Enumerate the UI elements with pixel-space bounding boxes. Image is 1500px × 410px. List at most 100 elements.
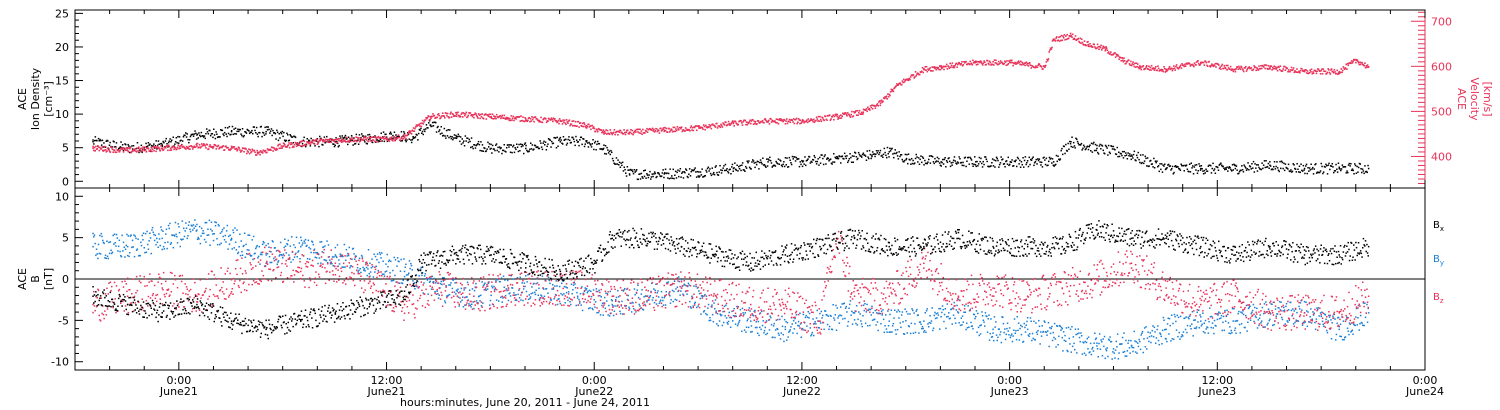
ion-density-sample [489,148,491,150]
by-sample [191,225,193,227]
by-sample [561,294,564,296]
ion-density-sample [939,164,942,167]
by-sample [624,288,626,290]
by-sample [711,304,713,306]
velocity-sample [809,119,812,122]
by-sample [979,333,982,335]
ion-density-sample [351,139,354,142]
velocity-sample [412,127,415,129]
ion-density-sample [445,129,448,132]
ion-density-sample [836,155,838,158]
ion-density-sample [853,155,855,157]
ion-density-sample [583,138,585,140]
ion-density-sample [294,136,297,139]
velocity-sample [1125,62,1127,65]
velocity-tick-label: 500 [1431,105,1452,118]
velocity-sample [446,114,448,117]
by-sample [894,309,896,311]
velocity-sample [894,86,896,89]
velocity-sample [1174,69,1176,71]
velocity-sample [1128,59,1130,61]
ion-density-sample [834,156,836,159]
ion-density-sample [609,153,611,156]
by-sample [412,280,414,282]
ion-density-sample [706,167,709,170]
ion-density-sample [696,170,699,173]
by-sample [307,239,310,242]
velocity-sample [466,116,469,118]
by-sample [927,323,929,325]
velocity-sample [703,125,706,128]
velocity-sample [1060,34,1063,37]
ion-density-sample [1040,164,1042,166]
ion-density-sample [773,164,775,167]
ion-density-sample [776,162,779,165]
ion-density-sample [1115,153,1118,156]
velocity-sample [481,113,483,115]
velocity-sample [1321,73,1324,75]
velocity-sample [171,146,173,149]
velocity-sample [174,146,176,149]
by-sample [515,294,517,296]
velocity-sample [1008,61,1011,64]
ion-density-sample [945,160,948,162]
velocity-sample [1030,67,1032,69]
by-sample [770,323,773,326]
by-sample [533,282,535,285]
velocity-sample [639,132,642,134]
ion-density-sample [430,125,432,128]
by-sample [661,296,663,299]
by-sample [309,258,311,260]
ion-density-sample [1011,159,1013,161]
velocity-sample [1199,63,1201,66]
ion-density-sample [188,139,191,141]
by-sample [621,300,623,303]
ion-density-sample [1133,150,1136,153]
by-sample [913,312,915,314]
velocity-sample [811,119,814,121]
by-sample [828,325,831,328]
ion-density-sample [1158,170,1160,173]
velocity-sample [115,146,117,149]
ion-density-sample [122,149,125,152]
velocity-sample [976,60,978,63]
by-sample [116,237,118,239]
ion-density-sample [388,138,390,140]
velocity-sample [1241,68,1244,70]
ion-density-sample [172,136,174,138]
velocity-sample [714,126,717,128]
by-sample [482,284,485,287]
velocity-sample [779,119,782,122]
ion-density-sample [1203,169,1206,172]
ion-density-sample [1188,163,1191,165]
ion-density-sample [763,164,766,166]
by-sample [570,283,573,286]
ion-density-sample [778,163,780,165]
velocity-sample [1006,60,1008,62]
velocity-sample [995,62,998,65]
ion-density-sample [514,147,516,149]
ion-density-sample [664,168,667,170]
ion-density-sample [1030,159,1033,161]
velocity-sample [1182,64,1185,66]
ion-density-sample [1255,167,1257,169]
ion-density-sample [434,121,436,123]
velocity-sample [782,120,785,123]
ion-density-sample [639,178,642,180]
by-sample [701,295,703,297]
velocity-sample [1292,67,1295,69]
velocity-sample [1260,65,1262,67]
by-point [196,229,198,231]
velocity-sample [1221,63,1224,66]
bottom-panel-data [75,219,1425,360]
by-sample [390,260,392,263]
by-sample [756,332,759,334]
velocity-sample [1332,72,1335,74]
ion-density-sample [907,153,910,155]
velocity-sample [1071,36,1073,38]
velocity-point [230,147,233,149]
ion-density-sample [799,161,801,163]
ion-density-sample [1367,164,1369,167]
ion-density-sample [1118,155,1121,158]
ion-density-sample [922,157,925,159]
